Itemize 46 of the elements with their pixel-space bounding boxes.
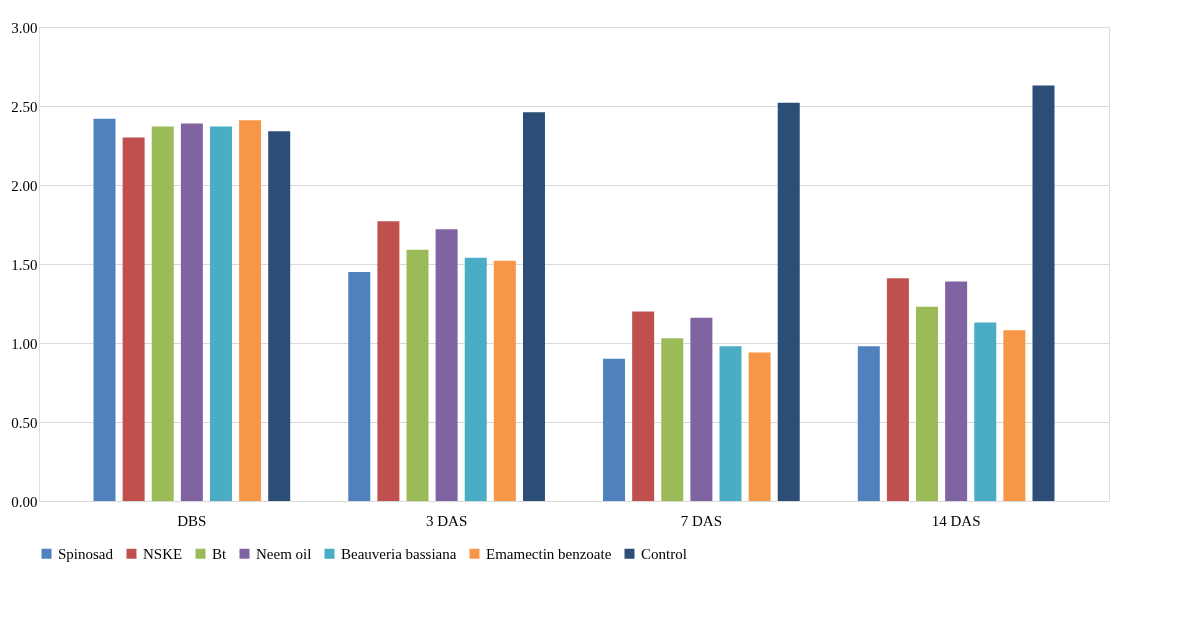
bar xyxy=(209,126,232,501)
bar xyxy=(268,131,291,501)
legend-label: Beauveria bassiana xyxy=(341,545,457,562)
bar xyxy=(348,271,371,501)
bar xyxy=(93,118,116,501)
y-tick-label: 1.50 xyxy=(11,256,38,273)
y-tick-label: 2.50 xyxy=(11,98,38,115)
bar xyxy=(493,260,516,501)
x-tick-label: 7 DAS xyxy=(680,512,723,529)
legend-label: Control xyxy=(641,545,687,562)
y-tick-label: 0.50 xyxy=(11,414,38,431)
bar xyxy=(603,358,626,501)
bar xyxy=(974,322,997,501)
legend-label: Emamectin benzoate xyxy=(486,545,612,562)
legend-label: NSKE xyxy=(143,545,183,562)
bar xyxy=(522,112,545,501)
legend-label: Neem oil xyxy=(256,545,312,562)
x-tick-label: 14 DAS xyxy=(931,512,981,529)
bar xyxy=(464,257,487,501)
y-tick-label: 2.00 xyxy=(11,177,38,194)
bar xyxy=(180,123,203,501)
legend-label: Bt xyxy=(212,545,227,562)
x-tick-label: 3 DAS xyxy=(425,512,468,529)
bar xyxy=(406,249,429,501)
y-tick-label: 0.00 xyxy=(11,493,38,510)
bar xyxy=(632,311,655,501)
bar xyxy=(661,338,684,501)
bar xyxy=(945,281,968,501)
bar xyxy=(1003,330,1026,501)
bar xyxy=(857,346,880,501)
x-tick-label: DBS xyxy=(177,512,207,529)
bar xyxy=(122,137,145,501)
bar xyxy=(777,102,800,501)
bar xyxy=(377,221,400,501)
bar xyxy=(916,306,939,501)
bar xyxy=(719,346,742,501)
bar xyxy=(151,126,174,501)
bar xyxy=(690,317,713,501)
y-tick-label: 1.00 xyxy=(11,335,38,352)
bar xyxy=(748,352,771,501)
bar xyxy=(435,229,458,501)
y-tick-label: 3.00 xyxy=(11,19,38,36)
bar xyxy=(239,120,262,501)
legend-label: Spinosad xyxy=(58,545,114,562)
bar xyxy=(886,278,909,501)
bar xyxy=(1032,85,1055,501)
